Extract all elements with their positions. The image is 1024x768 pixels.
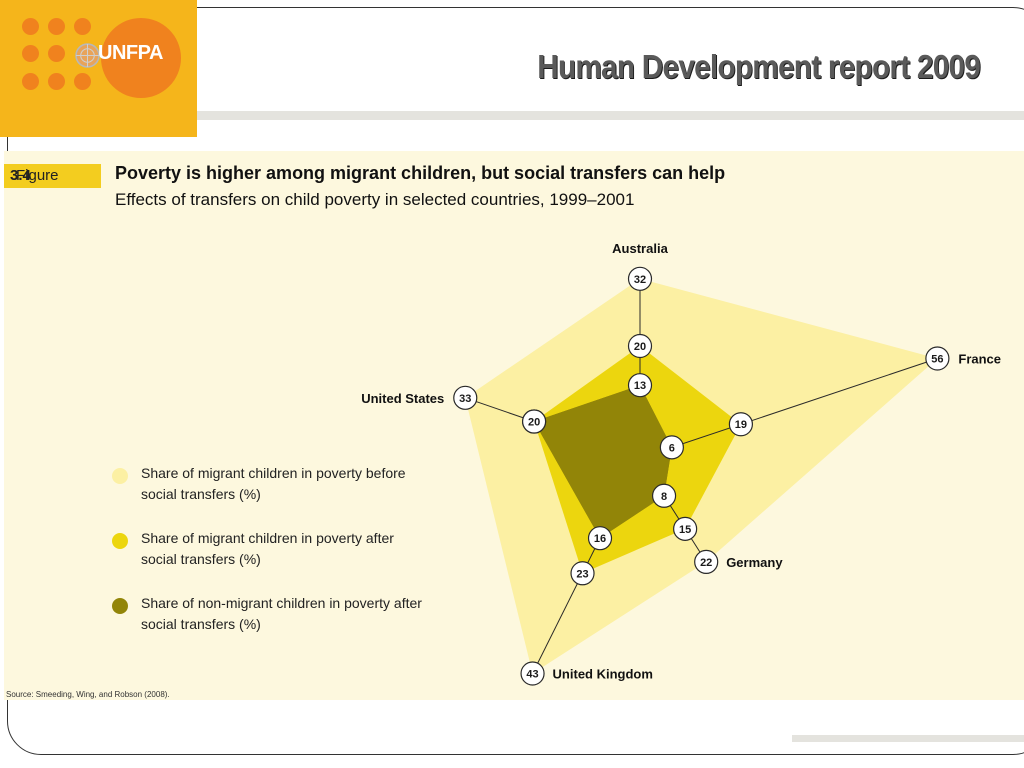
chart-source: Source: Smeeding, Wing, and Robson (2008… bbox=[6, 690, 170, 699]
title-divider bbox=[197, 111, 1024, 120]
legend-swatch bbox=[112, 533, 128, 549]
un-globe-icon bbox=[75, 43, 100, 68]
logo-dot bbox=[74, 18, 91, 35]
axis-label: Germany bbox=[726, 555, 783, 570]
legend-swatch bbox=[112, 468, 128, 484]
logo-dot bbox=[74, 73, 91, 90]
data-label: 6 bbox=[669, 442, 675, 454]
data-label: 16 bbox=[594, 533, 606, 545]
logo-dot bbox=[22, 45, 39, 62]
data-label: 20 bbox=[528, 417, 540, 429]
footer-divider bbox=[792, 735, 1024, 742]
unfpa-logo: UNFPA bbox=[0, 0, 197, 137]
logo-dot bbox=[48, 73, 65, 90]
figure-label-number: 3.4 bbox=[10, 167, 31, 184]
logo-circle bbox=[101, 18, 181, 98]
data-label: 13 bbox=[634, 380, 646, 392]
data-label: 23 bbox=[576, 568, 588, 580]
data-label: 20 bbox=[634, 341, 646, 353]
axis-label: France bbox=[958, 351, 1001, 366]
data-label: 8 bbox=[661, 491, 667, 503]
data-label: 32 bbox=[634, 274, 646, 286]
data-point bbox=[651, 483, 677, 508]
data-label: 56 bbox=[931, 353, 943, 365]
data-point bbox=[728, 412, 754, 437]
logo-text: UNFPA bbox=[98, 42, 163, 64]
logo-dot bbox=[48, 18, 65, 35]
legend-label: Share of migrant children in poverty bef… bbox=[141, 465, 406, 502]
data-label: 22 bbox=[700, 557, 712, 569]
data-point bbox=[627, 333, 653, 359]
data-label: 15 bbox=[679, 524, 691, 536]
slide-title: Human Development report 2009 bbox=[537, 48, 981, 85]
data-point bbox=[673, 516, 698, 541]
data-label: 43 bbox=[526, 669, 538, 681]
figure-label: Figure 3.4 bbox=[4, 164, 101, 188]
series-area-inner-overlay bbox=[534, 385, 672, 539]
data-point bbox=[659, 435, 684, 460]
data-point bbox=[627, 373, 653, 398]
data-label: 19 bbox=[735, 419, 747, 431]
data-point bbox=[694, 549, 719, 575]
axis-label: United States bbox=[361, 391, 444, 406]
legend-swatch bbox=[112, 598, 128, 614]
data-point bbox=[520, 661, 545, 686]
chart-subtitle: Effects of transfers on child poverty in… bbox=[115, 190, 635, 209]
legend-label: Share of migrant children in poverty aft… bbox=[141, 530, 394, 567]
axis-label: Australia bbox=[612, 241, 668, 256]
logo-dot bbox=[22, 18, 39, 35]
data-point bbox=[627, 266, 653, 291]
logo-dot bbox=[48, 45, 65, 62]
logo-dot bbox=[22, 73, 39, 90]
axis-spoke bbox=[639, 358, 938, 459]
data-point bbox=[570, 561, 595, 586]
data-point bbox=[522, 409, 547, 434]
data-point bbox=[587, 526, 613, 551]
data-point bbox=[925, 346, 950, 371]
figure-label-prefix: Figure bbox=[16, 167, 59, 184]
data-label: 33 bbox=[459, 393, 471, 405]
legend-label: Share of non-migrant children in poverty… bbox=[141, 595, 422, 632]
data-point bbox=[453, 385, 478, 410]
chart-title: Poverty is higher among migrant children… bbox=[115, 163, 726, 183]
axis-label: United Kingdom bbox=[553, 667, 653, 682]
